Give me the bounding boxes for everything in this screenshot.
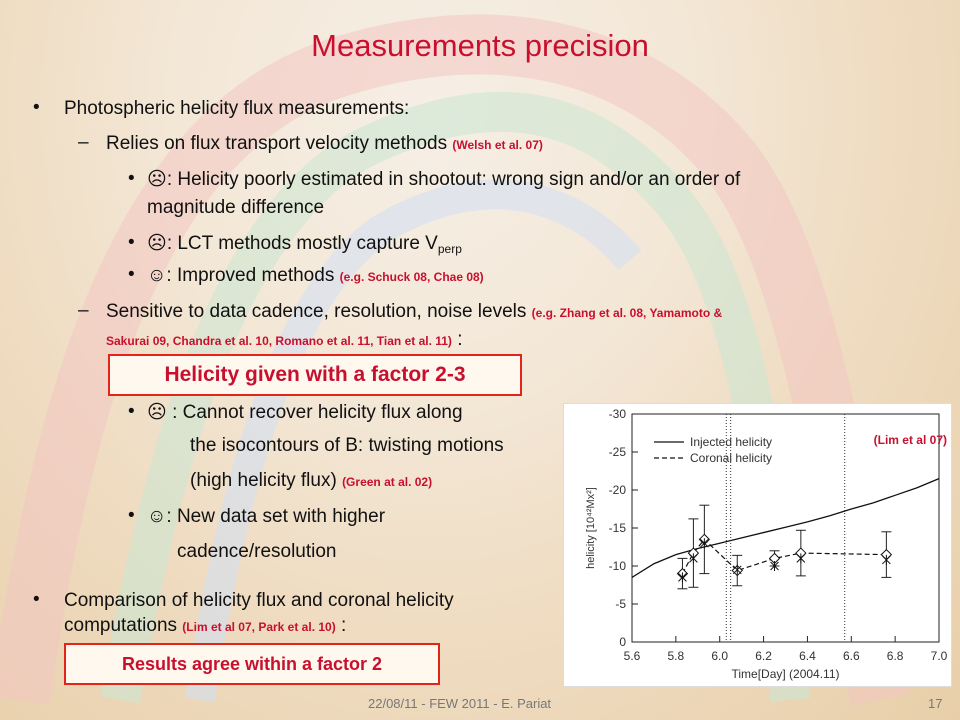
- y-tick-label: -30: [609, 407, 627, 421]
- sub-relies: Relies on flux transport velocity method…: [106, 133, 543, 154]
- star-data-point: [770, 561, 779, 571]
- x-tick-label: 6.0: [711, 649, 728, 663]
- item-new-data: ☺: New data set with higher: [147, 506, 386, 527]
- item-cannot-recover: ☹ : Cannot recover helicity flux along: [147, 402, 463, 423]
- star-data-point: [796, 553, 806, 564]
- highlight-box-factor-2-3: Helicity given with a factor 2-3: [108, 354, 522, 396]
- y-axis-label: helicity [10⁴²Mx²]: [585, 487, 597, 569]
- item-lct: ☹: LCT methods mostly capture Vperp: [147, 233, 462, 256]
- bullet-dot: •: [33, 97, 40, 118]
- bullet-dot: •: [128, 168, 135, 189]
- page-number: 17: [928, 696, 943, 711]
- sub-sensitive-refs: Sakurai 09, Chandra et al. 10, Romano et…: [106, 329, 463, 350]
- highlight-box-factor-2: Results agree within a factor 2: [64, 643, 440, 685]
- x-tick-label: 6.4: [799, 649, 816, 663]
- smile-icon: ☺: [147, 506, 167, 527]
- dash-marker: –: [78, 300, 89, 321]
- frown-icon: ☹: [147, 169, 167, 190]
- bullet-comparison-cont: computations (Lim et al 07, Park et al. …: [64, 615, 347, 636]
- legend-coronal-label: Coronal helicity: [690, 451, 772, 465]
- item-high-flux: (high helicity flux) (Green at al. 02): [190, 470, 433, 491]
- legend-injected-label: Injected helicity: [690, 435, 772, 449]
- sub-sensitive: Sensitive to data cadence, resolution, n…: [106, 301, 723, 322]
- x-tick-label: 6.2: [755, 649, 772, 663]
- x-tick-label: 7.0: [931, 649, 948, 663]
- frown-icon: ☹: [147, 233, 167, 254]
- star-data-point: [678, 572, 687, 583]
- helicity-chart-svg: 5.6 5.8 6.0 6.2 6.4 6.6 6.8 7.0 -30 -25 -20 -15 -10 -…: [585, 407, 948, 681]
- frown-icon: ☹: [147, 402, 167, 423]
- item-improved: ☺: Improved methods (e.g. Schuck 08, Cha…: [147, 265, 484, 286]
- y-tick-label: -25: [609, 445, 627, 459]
- star-data-point: [689, 553, 698, 564]
- bullet-photospheric: Photospheric helicity flux measurements:: [64, 98, 410, 119]
- bullet-dot: •: [128, 264, 135, 285]
- x-axis-label: Time[Day] (2004.11): [731, 667, 839, 681]
- y-tick-label: 0: [619, 635, 626, 649]
- x-tick-label: 5.6: [624, 649, 641, 663]
- star-data-point: [732, 564, 742, 575]
- bullet-dot: •: [128, 401, 135, 422]
- x-tick-label: 6.8: [887, 649, 904, 663]
- plot-frame: [631, 413, 940, 643]
- bullet-dot: •: [33, 589, 40, 610]
- smile-icon: ☺: [147, 265, 167, 286]
- y-tick-label: -20: [609, 483, 627, 497]
- x-tick-label: 5.8: [668, 649, 685, 663]
- y-tick-label: -5: [615, 597, 626, 611]
- y-tick-label: -15: [609, 521, 627, 535]
- item-helicity-poorly: ☹: Helicity poorly estimated in shootout…: [147, 169, 741, 190]
- star-data-point: [882, 554, 891, 565]
- y-tick-label: -10: [609, 559, 627, 573]
- item-isocontours: the isocontours of B: twisting motions: [190, 435, 504, 456]
- x-tick-label: 6.6: [843, 649, 860, 663]
- injected-helicity-line: [631, 477, 940, 578]
- star-data-point: [700, 538, 709, 549]
- footer-text: 22/08/11 - FEW 2011 - E. Pariat: [368, 696, 552, 711]
- chart-citation: (Lim et al 07): [874, 433, 947, 447]
- item-cadence: cadence/resolution: [177, 541, 337, 562]
- bullet-comparison: Comparison of helicity flux and coronal …: [64, 590, 454, 611]
- dash-marker: –: [78, 132, 89, 153]
- bullet-dot: •: [128, 505, 135, 526]
- helicity-chart: 5.6 5.8 6.0 6.2 6.4 6.6 6.8 7.0 -30 -25 -20 -15 -10 -…: [563, 403, 952, 687]
- slide-title: Measurements precision: [311, 28, 649, 63]
- bullet-dot: •: [128, 232, 135, 253]
- item-helicity-poorly-cont: magnitude difference: [147, 197, 325, 218]
